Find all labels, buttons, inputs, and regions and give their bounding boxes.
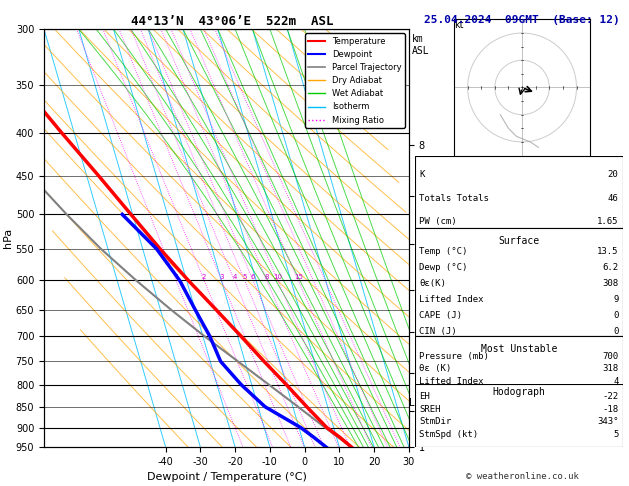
Text: -22: -22 [603, 422, 618, 432]
Text: km
ASL: km ASL [412, 34, 430, 55]
Text: StmSpd (kt): StmSpd (kt) [420, 430, 479, 439]
Text: CIN (J): CIN (J) [420, 401, 457, 410]
Text: PW (cm): PW (cm) [420, 217, 457, 226]
Text: EH: EH [420, 392, 430, 401]
Y-axis label: hPa: hPa [3, 228, 13, 248]
Text: StmDir: StmDir [420, 440, 452, 449]
Text: K: K [420, 170, 425, 179]
Text: CAPE (J): CAPE (J) [420, 389, 462, 398]
Text: 700: 700 [603, 352, 618, 361]
Text: Hodograph: Hodograph [493, 387, 545, 397]
Text: 1: 1 [174, 275, 178, 280]
Text: StmDir: StmDir [420, 417, 452, 426]
Text: LCL: LCL [409, 398, 426, 408]
Text: 0: 0 [613, 327, 618, 336]
Text: 6: 6 [251, 275, 255, 280]
Text: CAPE (J): CAPE (J) [420, 311, 462, 320]
Text: 0: 0 [613, 389, 618, 398]
Text: 5: 5 [613, 430, 618, 439]
Text: 4: 4 [232, 275, 237, 280]
Text: 5: 5 [242, 275, 247, 280]
Text: 308: 308 [603, 279, 618, 288]
FancyBboxPatch shape [415, 228, 623, 336]
Text: CIN (J): CIN (J) [420, 327, 457, 336]
Text: Most Unstable: Most Unstable [481, 344, 557, 354]
Text: 0: 0 [613, 311, 618, 320]
Text: Dewp (°C): Dewp (°C) [420, 263, 468, 272]
Text: 318: 318 [603, 364, 618, 373]
Text: 9: 9 [613, 295, 618, 304]
Legend: Temperature, Dewpoint, Parcel Trajectory, Dry Adiabat, Wet Adiabat, Isotherm, Mi: Temperature, Dewpoint, Parcel Trajectory… [305, 34, 404, 128]
Text: 343°: 343° [597, 440, 618, 449]
Text: 44°13’N  43°06’E  522m  ASL: 44°13’N 43°06’E 522m ASL [131, 15, 334, 28]
FancyBboxPatch shape [415, 336, 623, 409]
FancyBboxPatch shape [415, 409, 623, 447]
Y-axis label: Mixing Ratio (g/kg): Mixing Ratio (g/kg) [428, 192, 438, 284]
Text: 343°: 343° [597, 417, 618, 426]
Text: Surface: Surface [498, 236, 540, 246]
Text: Lifted Index: Lifted Index [420, 377, 484, 385]
Text: 20: 20 [608, 170, 618, 179]
Text: 2: 2 [202, 275, 206, 280]
Text: 15: 15 [294, 275, 303, 280]
Text: -22: -22 [603, 392, 618, 401]
FancyBboxPatch shape [415, 384, 623, 447]
Text: kt: kt [454, 19, 464, 30]
Text: Pressure (mb): Pressure (mb) [420, 352, 489, 361]
Text: Lifted Index: Lifted Index [420, 295, 484, 304]
Text: θε(K): θε(K) [420, 279, 446, 288]
Text: 8: 8 [265, 275, 269, 280]
Text: SREH: SREH [420, 405, 441, 414]
X-axis label: Dewpoint / Temperature (°C): Dewpoint / Temperature (°C) [147, 472, 306, 483]
Text: 46: 46 [608, 193, 618, 203]
Text: Temp (°C): Temp (°C) [420, 247, 468, 256]
Text: 1.65: 1.65 [597, 217, 618, 226]
Text: -18: -18 [603, 431, 618, 440]
Text: -18: -18 [603, 405, 618, 414]
Text: 4: 4 [613, 377, 618, 385]
Text: EH: EH [420, 422, 430, 432]
Text: 0: 0 [613, 401, 618, 410]
Text: SREH: SREH [420, 431, 441, 440]
FancyBboxPatch shape [415, 156, 623, 228]
Text: 13.5: 13.5 [597, 247, 618, 256]
Text: 6.2: 6.2 [603, 263, 618, 272]
Text: θε (K): θε (K) [420, 364, 452, 373]
Text: Hodograph: Hodograph [493, 417, 545, 427]
Text: Totals Totals: Totals Totals [420, 193, 489, 203]
Text: 3: 3 [220, 275, 224, 280]
Text: 25.04.2024  09GMT  (Base: 12): 25.04.2024 09GMT (Base: 12) [424, 15, 620, 25]
Text: 10: 10 [273, 275, 282, 280]
Text: © weatheronline.co.uk: © weatheronline.co.uk [465, 472, 579, 481]
